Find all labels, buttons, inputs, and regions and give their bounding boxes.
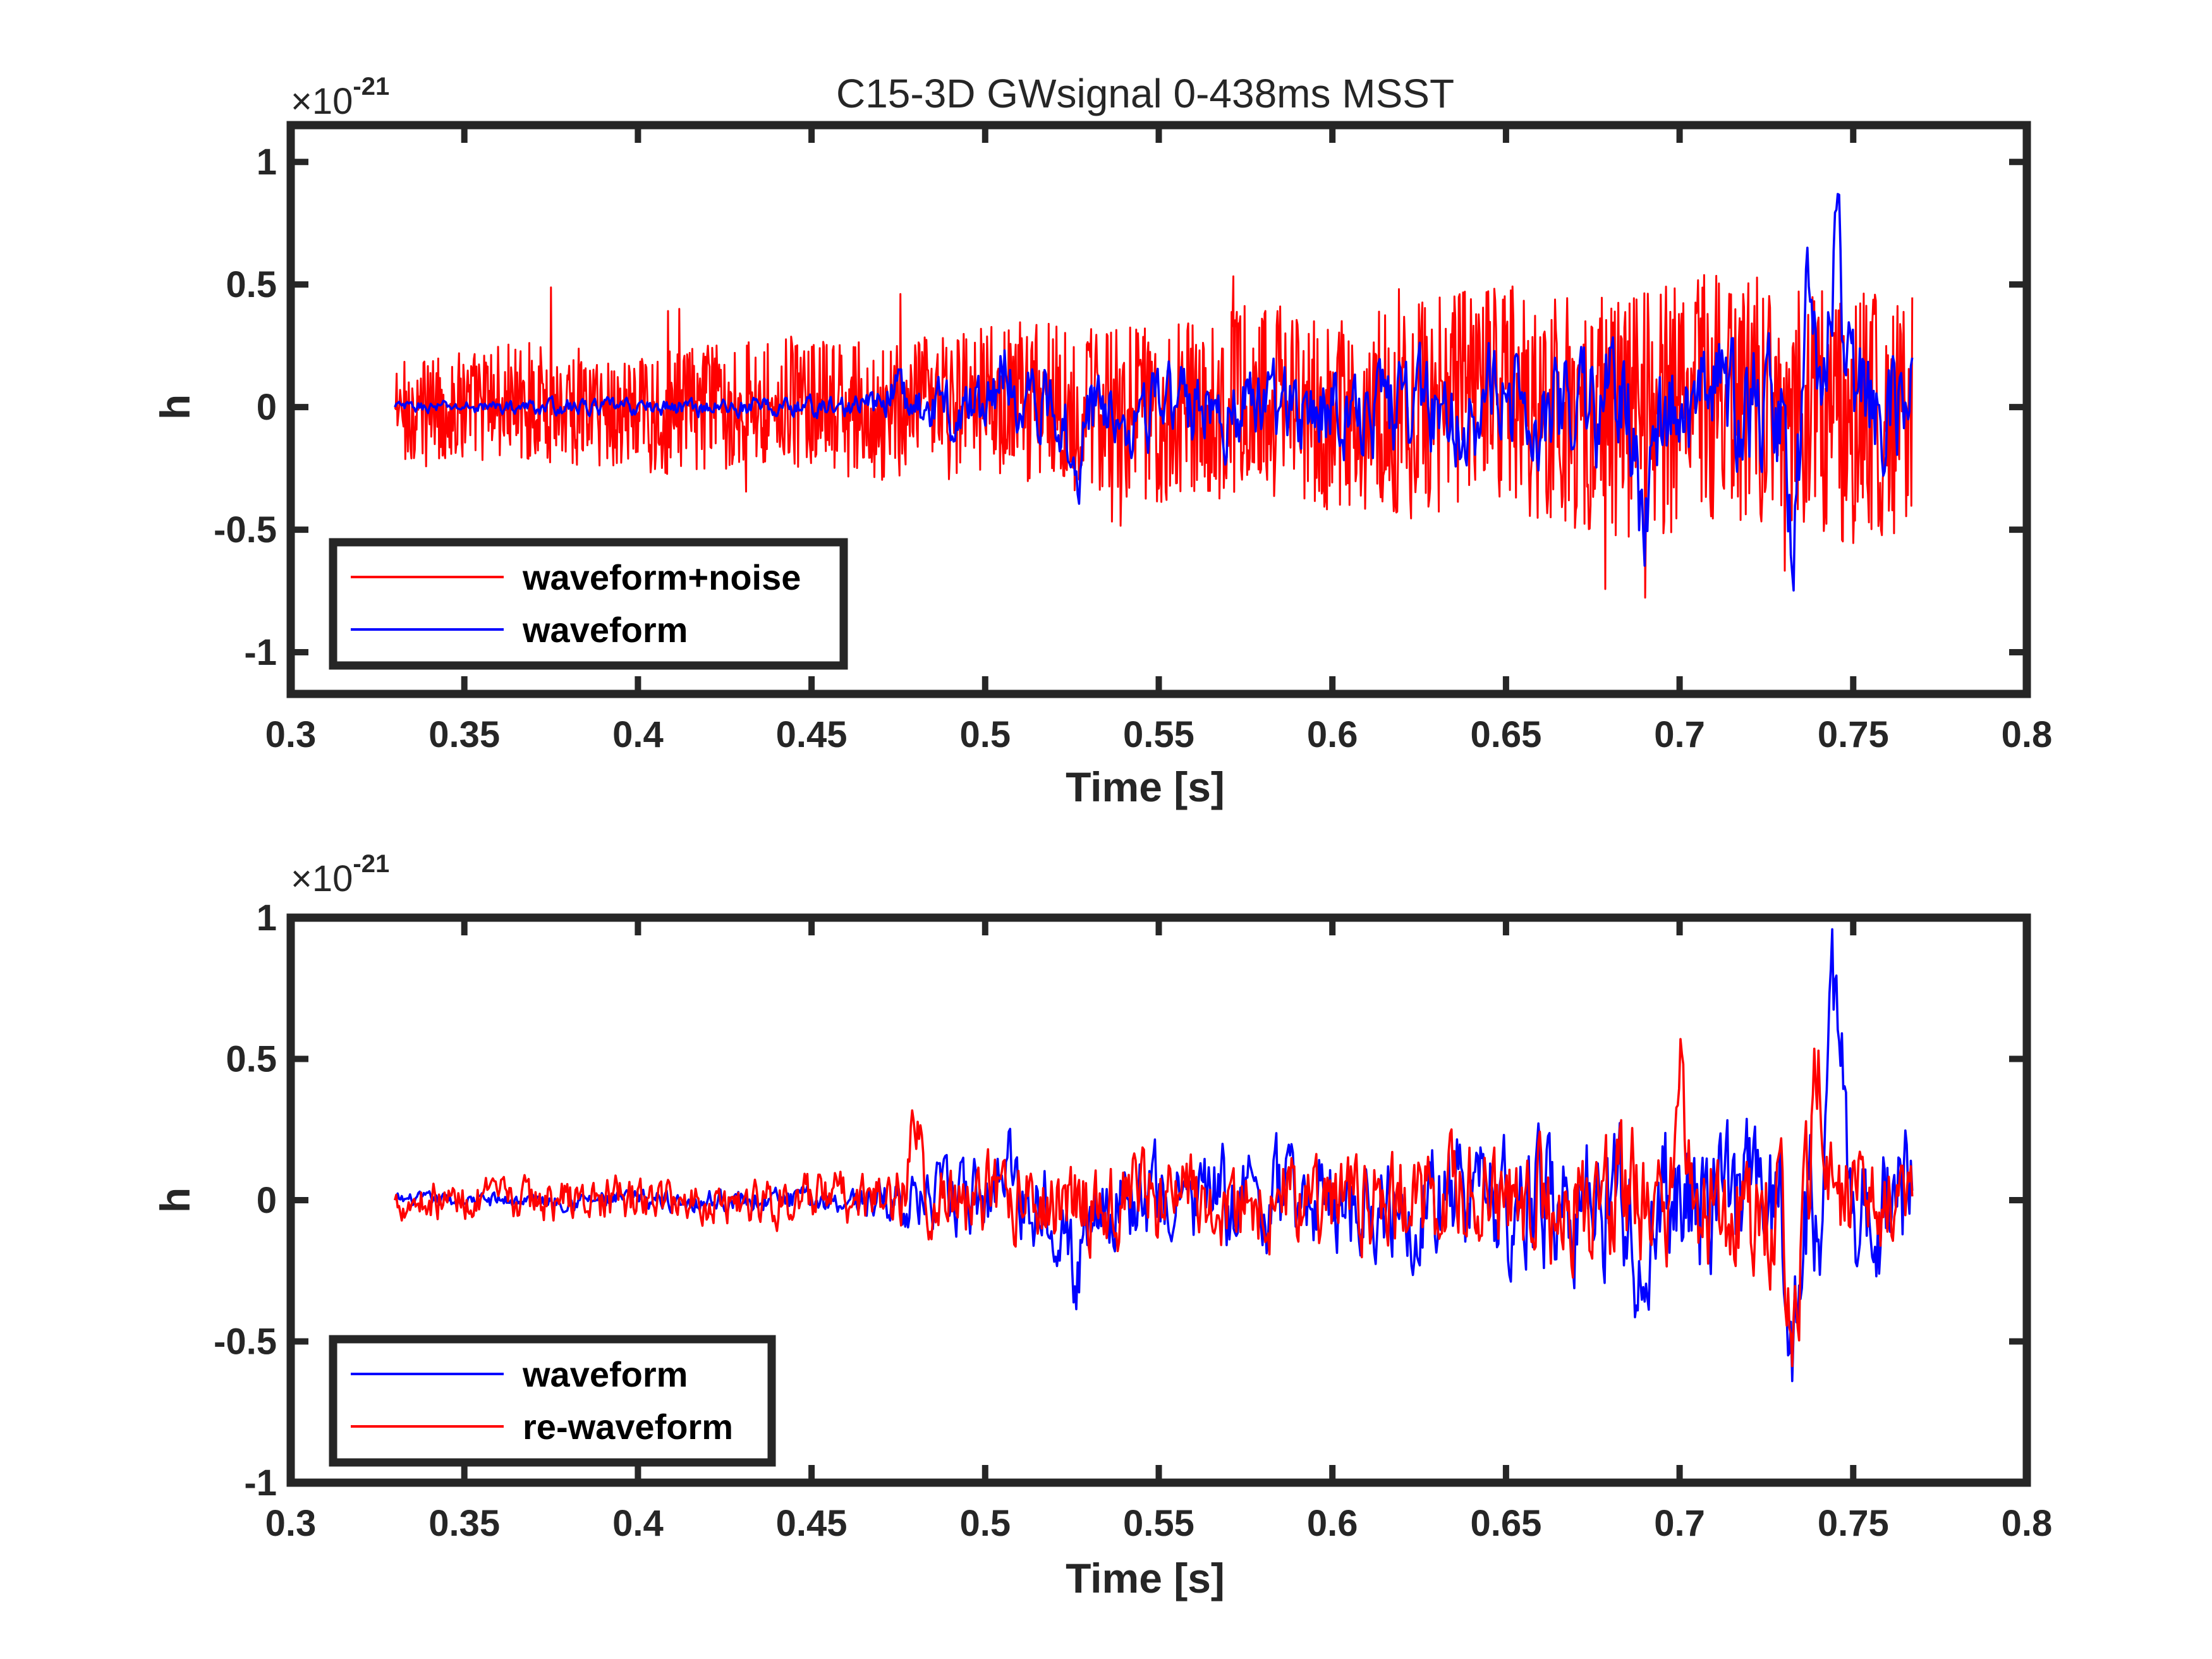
bottom-x-tick-label: 0.7	[1654, 1503, 1705, 1544]
top-y-tick-label: 1	[257, 142, 277, 183]
top-x-tick-label: 0.8	[2002, 714, 2053, 755]
bottom-legend-label: waveform	[522, 1354, 688, 1394]
bottom-y-exponent: ×10-21	[291, 850, 389, 899]
bottom-y-axis-label: h	[152, 1188, 198, 1213]
top-x-tick-label: 0.55	[1123, 714, 1194, 755]
top-x-tick-label: 0.7	[1654, 714, 1705, 755]
top-x-axis-label: Time [s]	[1066, 763, 1225, 810]
bottom-y-tick-label: -1	[244, 1462, 277, 1504]
bottom-x-tick-label: 0.45	[776, 1503, 848, 1544]
bottom-y-tick-label: 1	[257, 897, 277, 939]
bottom-x-tick-label: 0.6	[1307, 1503, 1358, 1544]
top-x-tick-label: 0.3	[265, 714, 317, 755]
top-x-tick-label: 0.65	[1470, 714, 1541, 755]
top-x-tick-label: 0.4	[612, 714, 664, 755]
top-legend-label: waveform+noise	[522, 557, 801, 597]
bottom-x-axis-label: Time [s]	[1066, 1555, 1225, 1601]
bottom-y-tick-label: 0.5	[226, 1039, 277, 1080]
bottom-x-tick-label: 0.4	[612, 1503, 664, 1544]
bottom-x-tick-label: 0.55	[1123, 1503, 1194, 1544]
top-y-exponent: ×10-21	[291, 73, 389, 122]
top-x-tick-label: 0.45	[776, 714, 848, 755]
top-x-tick-label: 0.35	[428, 714, 500, 755]
top-y-axis-label: h	[152, 394, 198, 420]
figure-title: C15-3D GWsignal 0-438ms MSST	[836, 71, 1454, 116]
top-series-waveform	[394, 193, 1914, 592]
top-legend-label: waveform	[522, 610, 688, 650]
top-legend: waveform+noise waveform	[329, 538, 848, 670]
bottom-x-tick-label: 0.3	[265, 1503, 317, 1544]
top-subplot: ×10-21 h Time [s] 0.3 0.35 0.4 0.45 0.5 0.55 0…	[152, 73, 2052, 810]
bottom-legend-label: re-waveform	[523, 1407, 733, 1447]
bottom-subplot: ×10-21 h Time [s] 0.3 0.35 0.4 0.45 0.5 0.55 0…	[152, 850, 2052, 1601]
top-x-tick-label: 0.6	[1307, 714, 1358, 755]
bottom-x-tick-label: 0.5	[959, 1503, 1011, 1544]
bottom-series-re-waveform	[394, 1038, 1914, 1368]
top-y-tick-label: -1	[244, 632, 277, 673]
bottom-y-tick-label: -0.5	[214, 1322, 277, 1363]
bottom-legend: waveform re-waveform	[329, 1335, 776, 1467]
bottom-x-tick-label: 0.75	[1818, 1503, 1889, 1544]
top-y-tick-label: 0	[257, 387, 277, 428]
bottom-x-tick-label: 0.65	[1470, 1503, 1541, 1544]
top-x-tick-label: 0.75	[1818, 714, 1889, 755]
top-y-tick-label: 0.5	[226, 264, 277, 305]
top-x-tick-label: 0.5	[959, 714, 1011, 755]
top-y-tick-label: -0.5	[214, 509, 277, 550]
top-legend-box	[329, 538, 848, 670]
bottom-x-tick-label: 0.35	[428, 1503, 500, 1544]
bottom-legend-box	[329, 1335, 776, 1467]
bottom-y-tick-label: 0	[257, 1180, 277, 1221]
top-series-waveform-noise	[394, 274, 1914, 599]
bottom-x-tick-label: 0.8	[2002, 1503, 2053, 1544]
